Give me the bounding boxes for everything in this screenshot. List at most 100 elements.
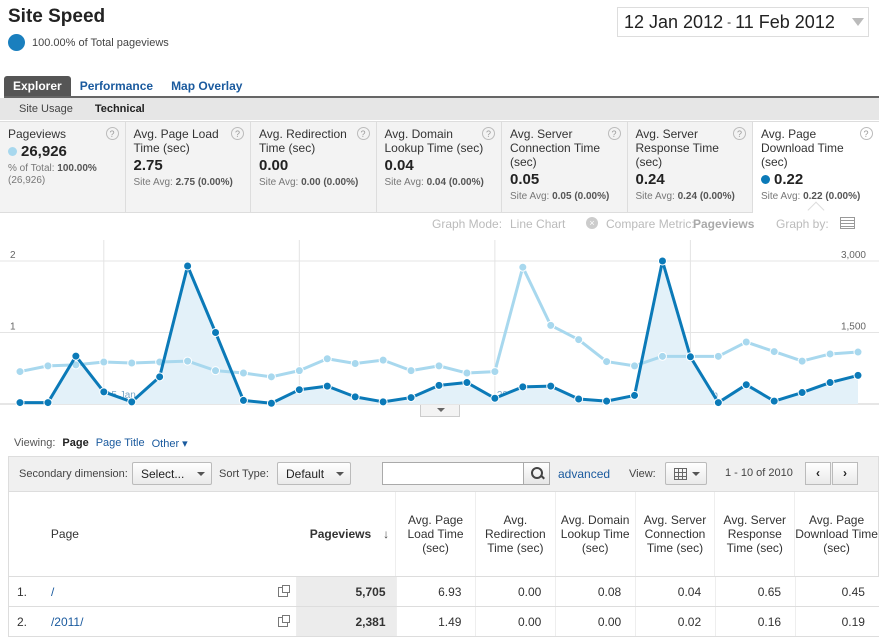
data-point	[741, 380, 751, 390]
tab-explorer[interactable]: Explorer	[4, 76, 71, 96]
page-link[interactable]: /	[50, 584, 55, 599]
chevron-down-icon[interactable]	[852, 18, 864, 26]
chevron-down-icon	[197, 472, 205, 476]
help-icon[interactable]: ?	[105, 127, 119, 140]
view-type-dropdown[interactable]	[665, 462, 707, 485]
metric-sub-label: Site Avg:	[510, 191, 550, 202]
external-link-icon[interactable]	[277, 584, 290, 597]
metric-server-connection-time[interactable]: Avg. Server Connection Time (sec) 0.05 S…	[502, 122, 628, 213]
data-point	[155, 372, 165, 382]
table-toolbar: Secondary dimension: Select... Sort Type…	[8, 456, 879, 492]
data-point	[797, 388, 807, 398]
metric-sub: Site Avg: 0.04 (0.00%)	[385, 177, 502, 189]
metric-value-row: 26,926	[8, 143, 125, 160]
data-point	[71, 351, 81, 361]
search-icon[interactable]	[523, 463, 549, 484]
tab-performance[interactable]: Performance	[79, 79, 154, 93]
data-point	[546, 381, 556, 391]
dimension-other[interactable]: Other ▾	[151, 438, 188, 450]
column-header-server-response-time[interactable]: Avg. Server Response Time (sec)	[714, 492, 794, 576]
chevron-down-icon	[692, 472, 700, 476]
metric-domain-lookup-time[interactable]: Avg. Domain Lookup Time (sec) 0.04 Site …	[377, 122, 502, 213]
prev-page-button[interactable]: ‹	[805, 462, 831, 485]
row-pageviews: 2,381	[295, 607, 396, 636]
column-header-page[interactable]: Page	[50, 527, 79, 541]
metric-sub-value: 0.05 (0.00%)	[552, 191, 610, 202]
dimension-page-title[interactable]: Page Title	[95, 437, 145, 449]
metric-sub-label: Site Avg:	[133, 177, 173, 188]
data-point	[127, 397, 137, 407]
help-icon[interactable]: ?	[733, 127, 746, 140]
data-point	[490, 367, 500, 377]
close-icon[interactable]: ×	[586, 217, 598, 229]
next-page-button[interactable]: ›	[832, 462, 858, 485]
metric-server-response-time[interactable]: Avg. Server Response Time (sec) 0.24 Sit…	[628, 122, 753, 213]
metric-page-download-time[interactable]: Avg. Page Download Time (sec) 0.22 Site …	[753, 122, 879, 213]
help-icon[interactable]: ?	[356, 127, 370, 140]
advanced-filter-link[interactable]: advanced	[558, 467, 611, 481]
data-point	[99, 357, 109, 367]
page-link[interactable]: /2011/	[50, 614, 84, 629]
metric-redirection-time[interactable]: Avg. Redirection Time (sec) 0.00 Site Av…	[251, 122, 377, 213]
graph-mode-value[interactable]: Line Chart	[510, 217, 566, 231]
metric-name: Avg. Server Response Time (sec)	[635, 127, 719, 169]
data-point	[546, 320, 556, 330]
metric-sub: Site Avg: 0.22 (0.00%)	[761, 191, 879, 203]
data-point	[211, 328, 221, 337]
metric-pageviews[interactable]: Pageviews 26,926 % of Total: 100.00% (26…	[0, 122, 126, 213]
metric-sub: Site Avg: 0.05 (0.00%)	[510, 191, 627, 203]
data-point	[657, 351, 667, 361]
date-range-picker[interactable]: 12 Jan 2012 - 11 Feb 2012	[617, 7, 869, 37]
row-index: 2.	[17, 614, 28, 629]
metric-sub-value: 2.75 (0.00%)	[175, 177, 233, 188]
column-header-page-load-time[interactable]: Avg. Page Load Time (sec)	[395, 492, 475, 576]
metric-page-load-time[interactable]: Avg. Page Load Time (sec) 2.75 Site Avg:…	[126, 122, 251, 213]
data-point	[378, 355, 388, 365]
row-page-download-time: 0.19	[795, 607, 879, 636]
segment-summary: 100.00% of Total pageviews	[8, 34, 169, 51]
data-point	[322, 354, 332, 364]
tab-map-overlay[interactable]: Map Overlay	[171, 79, 243, 93]
column-header-pageviews[interactable]: Pageviews ↓	[295, 492, 395, 576]
subtab-technical[interactable]: Technical	[94, 103, 145, 115]
compare-metric-value[interactable]: Pageviews	[693, 217, 755, 231]
search-input[interactable]	[383, 463, 521, 483]
data-point	[462, 368, 472, 378]
help-icon[interactable]: ?	[859, 127, 873, 140]
metric-sub-label: Site Avg:	[384, 177, 424, 188]
metric-name: Avg. Page Download Time (sec)	[761, 127, 844, 169]
date-end: 11 Feb 2012	[735, 11, 835, 32]
metric-value: 0.00	[259, 157, 289, 174]
sort-type-dropdown[interactable]: Default	[277, 462, 351, 485]
column-header-domain-lookup-time[interactable]: Avg. Domain Lookup Time (sec)	[554, 492, 635, 576]
row-page-cell: /	[41, 577, 296, 606]
metric-name: Avg. Server Connection Time (sec)	[510, 127, 601, 169]
dimension-page[interactable]: Page	[62, 437, 89, 449]
column-header-redirection-time[interactable]: Avg. Redirection Time (sec)	[474, 492, 555, 576]
help-icon[interactable]: ?	[482, 127, 495, 140]
secondary-dimension-dropdown[interactable]: Select...	[132, 462, 212, 485]
metric-value-row: 0.22	[761, 171, 879, 188]
help-icon[interactable]: ?	[231, 127, 244, 140]
column-header-server-connection-time[interactable]: Avg. Server Connection Time (sec)	[634, 492, 715, 576]
column-header-page-download-time[interactable]: Avg. Page Download Time (sec)	[794, 492, 878, 576]
data-point	[630, 390, 640, 400]
external-link-icon[interactable]	[277, 614, 290, 627]
graph-by-icon[interactable]	[840, 217, 855, 229]
row-page-cell: /2011/	[41, 607, 296, 636]
data-point	[769, 347, 779, 357]
sort-type-value: Default	[286, 467, 325, 481]
table-row: 1. / 5,705 6.93 0.00 0.08 0.04 0.65 0.45	[8, 577, 879, 607]
metric-sub-value: 0.24 (0.00%)	[677, 191, 735, 202]
subtab-site-usage[interactable]: Site Usage	[19, 103, 73, 115]
chart-expand-handle[interactable]	[420, 405, 460, 417]
compare-metric-label: Compare Metric:	[606, 217, 695, 231]
metric-value: 0.05	[510, 171, 540, 188]
graph-mode-label: Graph Mode:	[432, 217, 503, 231]
metric-value: 0.04	[384, 157, 414, 174]
metric-name: Avg. Redirection Time (sec)	[259, 127, 347, 155]
help-icon[interactable]: ?	[607, 127, 621, 140]
data-point	[266, 398, 276, 408]
data-point	[238, 368, 248, 378]
table-row: 2. /2011/ 2,381 1.49 0.00 0.00 0.02 0.16…	[8, 607, 879, 637]
